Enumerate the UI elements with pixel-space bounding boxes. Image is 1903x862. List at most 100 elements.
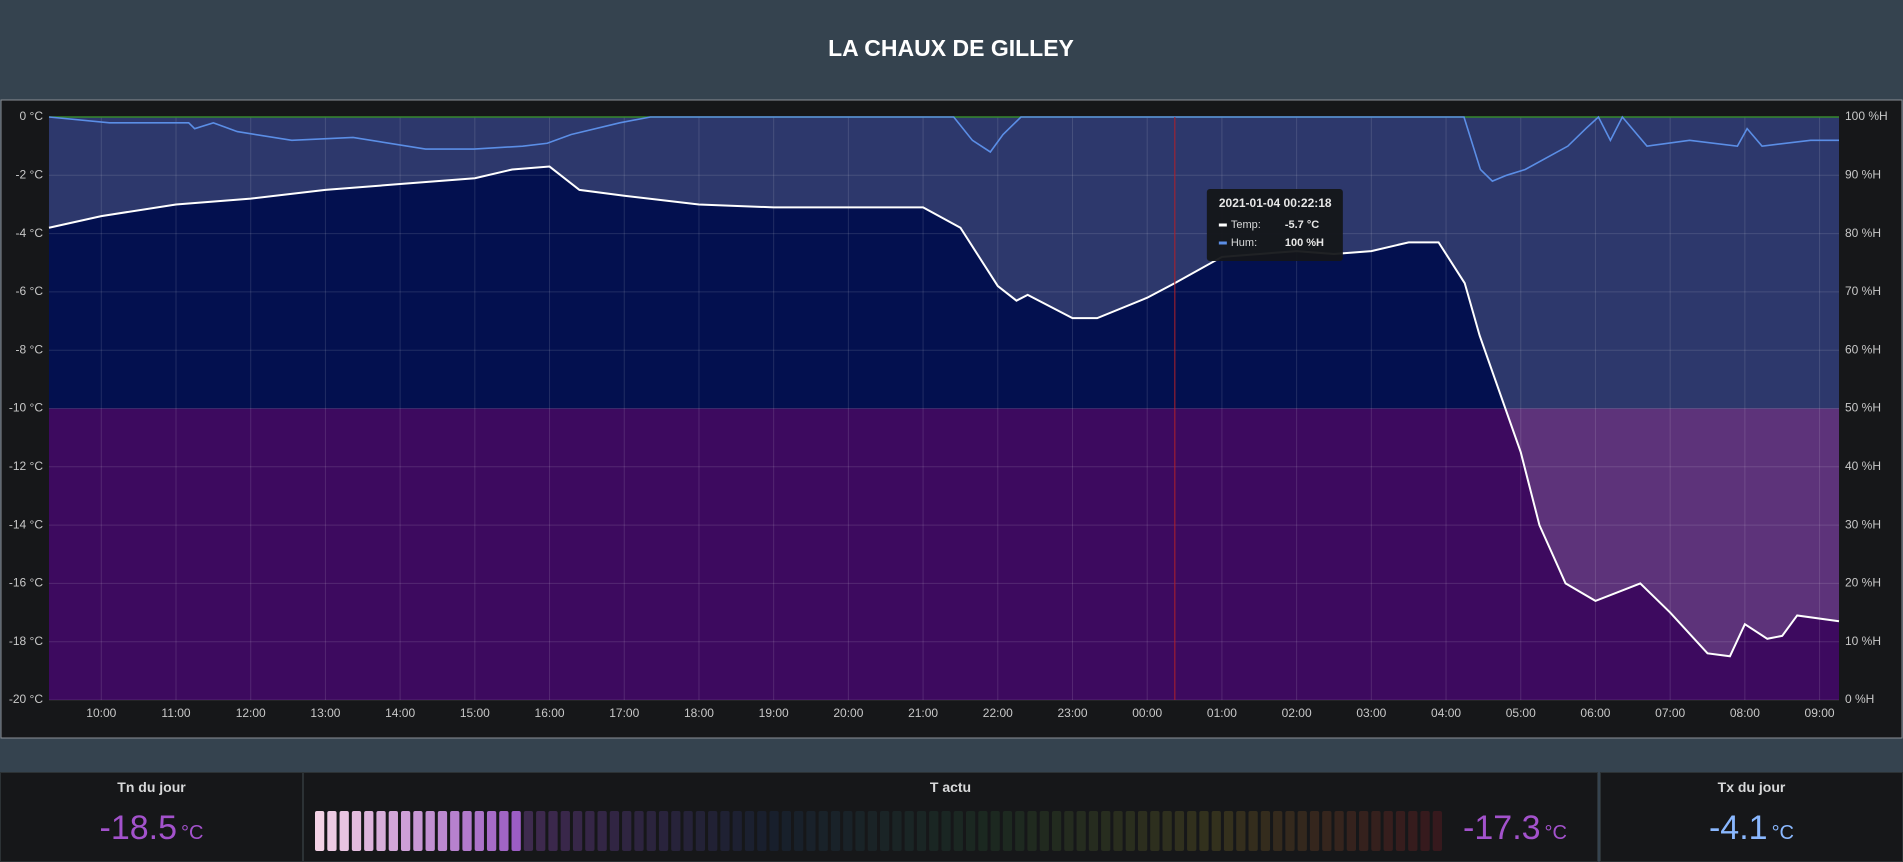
stat-title: Tx du jour: [1717, 779, 1786, 795]
gauge-cell: [843, 811, 853, 851]
gauge-cell: [1236, 811, 1246, 851]
y-tick-label: -6 °C: [16, 284, 44, 298]
gauge-cell: [1334, 811, 1344, 851]
stat-panel: Tx du jour -4.1 °C: [1600, 772, 1903, 862]
gauge-cell: [1223, 811, 1234, 851]
x-tick-label: 00:00: [1132, 706, 1162, 720]
stat-unit: °C: [1544, 822, 1567, 844]
gauge-cell: [1187, 811, 1197, 851]
gauge-cell: [941, 811, 951, 851]
chart: LA CHAUX DE GILLEY 0 °C -2 °C -4 °C -6 °C -8…: [0, 0, 1903, 739]
x-tick-label: 11:00: [161, 706, 190, 720]
gauge-cell: [855, 811, 865, 851]
x-tick-label: 06:00: [1580, 706, 1610, 720]
y2-tick-label: 90 %H: [1845, 167, 1881, 181]
gauge-cell: [437, 811, 448, 851]
x-tick-label: 01:00: [1207, 706, 1237, 720]
gauge-cell: [364, 811, 374, 851]
stat-panel: Tn du jour -18.5 °C: [0, 772, 303, 862]
gauge-cell: [990, 811, 1000, 851]
x-tick-label: 15:00: [460, 706, 490, 720]
header: [0, 0, 1903, 98]
stat-title: T actu: [929, 779, 972, 795]
y-tick-label: -10 °C: [9, 401, 43, 415]
tooltip-value: -5.7 °C: [1285, 219, 1319, 231]
gauge-cell: [904, 811, 914, 851]
tooltip-label: Temp:: [1231, 219, 1261, 231]
gauge-cell: [781, 811, 792, 851]
x-tick-label: 12:00: [236, 706, 266, 720]
gauge-cell: [1285, 811, 1295, 851]
gauge-cell: [351, 811, 362, 851]
gauge-cell: [1125, 811, 1135, 851]
gauge-cell: [1432, 811, 1442, 851]
gauge-cell: [315, 811, 325, 851]
gauge-cell: [916, 811, 927, 851]
x-tick-label: 17:00: [609, 706, 639, 720]
gauge-cell: [708, 811, 718, 851]
gauge-cell: [400, 811, 411, 851]
gauge-cell: [732, 811, 742, 851]
stat-value-box: -17.3 °C: [1463, 809, 1567, 848]
gauge-cell: [511, 811, 521, 851]
stat-unit: °C: [181, 822, 204, 844]
gauge-cell: [572, 811, 583, 851]
tooltip-value: 100 %H: [1285, 237, 1324, 249]
x-tick-label: 03:00: [1356, 706, 1386, 720]
gauge-cell: [622, 811, 632, 851]
gauge-cell: [646, 811, 656, 851]
stat-value: -4.1: [1708, 809, 1768, 847]
x-tick-label: 16:00: [535, 706, 565, 720]
y-tick-label: -2 °C: [16, 167, 44, 181]
gauge-cell: [1273, 811, 1283, 851]
gauge-cell: [867, 811, 877, 851]
gauge-cell: [1002, 811, 1013, 851]
gauge-cell: [806, 811, 816, 851]
x-tick-label: 09:00: [1805, 706, 1835, 720]
series-line: [48, 115, 1839, 183]
gauge-cell: [1408, 811, 1418, 851]
gauge-cell: [1039, 811, 1049, 851]
y2-tick-label: 80 %H: [1845, 226, 1881, 240]
y2-tick-label: 70 %H: [1845, 284, 1881, 298]
gauge-cell: [1150, 811, 1160, 851]
y2-tick-label: 40 %H: [1845, 459, 1881, 473]
gauge-cell: [1064, 811, 1074, 851]
gauge-cell: [1027, 811, 1037, 851]
y2-tick-label: 100 %H: [1845, 109, 1888, 123]
gauge-cell: [339, 811, 349, 851]
x-tick-label: 23:00: [1057, 706, 1087, 720]
y2-tick-label: 10 %H: [1845, 634, 1881, 648]
gauge-cell: [425, 811, 435, 851]
threshold-band: [49, 117, 1839, 409]
y2-tick-label: 60 %H: [1845, 342, 1881, 356]
gauge-cell: [1322, 811, 1332, 851]
series-line: [48, 165, 1840, 658]
gauge-cell: [695, 811, 706, 851]
gauge-cell: [486, 811, 497, 851]
y-tick-label: -4 °C: [16, 226, 44, 240]
x-tick-label: 08:00: [1730, 706, 1760, 720]
gauge-cell: [1101, 811, 1111, 851]
y2-tick-label: 30 %H: [1845, 517, 1881, 531]
gauge-cell: [658, 811, 669, 851]
x-tick-label: 02:00: [1282, 706, 1312, 720]
x-tick-label: 22:00: [983, 706, 1013, 720]
gauge-cell: [327, 811, 337, 851]
x-tick-label: 19:00: [759, 706, 789, 720]
gauge-cell: [1076, 811, 1086, 851]
gauge-cell: [1420, 811, 1430, 851]
gauge-cell: [1297, 811, 1307, 851]
gauge-cell: [1088, 811, 1099, 851]
y-tick-label: -8 °C: [16, 342, 44, 356]
y-tick-label: -12 °C: [9, 459, 43, 473]
gauge-cell: [1260, 811, 1271, 851]
tooltip: [1206, 189, 1343, 261]
gauge-cell: [1174, 811, 1185, 851]
gauge-cell: [965, 811, 976, 851]
gauge-cell: [1199, 811, 1209, 851]
x-tick-label: 14:00: [385, 706, 415, 720]
tooltip-time: 2021-01-04 00:22:18: [1219, 196, 1332, 210]
y2-tick-label: 20 %H: [1845, 576, 1881, 590]
